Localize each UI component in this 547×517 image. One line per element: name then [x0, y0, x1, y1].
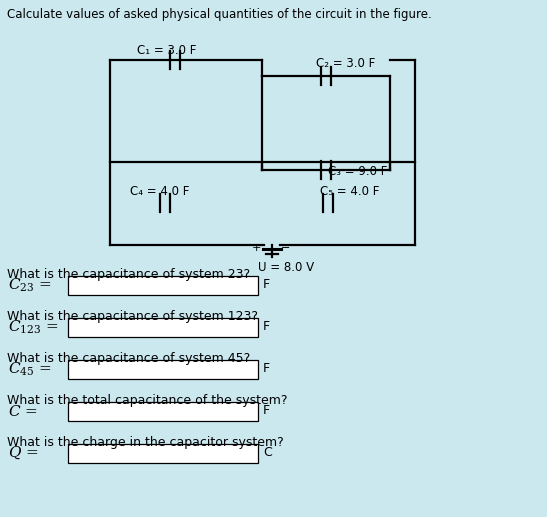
Text: C₄ = 4.0 F: C₄ = 4.0 F [130, 185, 189, 198]
Text: $C$ =: $C$ = [8, 403, 38, 418]
Bar [68, 444, 258, 463]
Text: $Q$ =: $Q$ = [8, 445, 38, 461]
Text: F: F [263, 362, 270, 375]
Text: $C_{123}$ =: $C_{123}$ = [8, 318, 59, 336]
Bar [68, 317, 258, 337]
Text: +: + [251, 243, 261, 253]
Text: What is the capacitance of system 23?: What is the capacitance of system 23? [7, 268, 250, 281]
Text: F: F [263, 404, 270, 418]
Text: What is the capacitance of system 45?: What is the capacitance of system 45? [7, 352, 250, 365]
Text: What is the total capacitance of the system?: What is the total capacitance of the sys… [7, 394, 288, 407]
Text: F: F [263, 279, 270, 292]
Text: U = 8.0 V: U = 8.0 V [258, 261, 314, 274]
Text: C₃ = 9.0 F: C₃ = 9.0 F [328, 165, 387, 178]
Text: $C_{23}$ =: $C_{23}$ = [8, 276, 51, 294]
Bar [68, 276, 258, 295]
Text: C₂ = 3.0 F: C₂ = 3.0 F [316, 57, 375, 70]
Text: C₅ = 4.0 F: C₅ = 4.0 F [320, 185, 380, 198]
Text: $C_{45}$ =: $C_{45}$ = [8, 360, 51, 378]
Text: F: F [263, 321, 270, 333]
Text: C₁ = 3.0 F: C₁ = 3.0 F [137, 44, 196, 57]
Text: What is the charge in the capacitor system?: What is the charge in the capacitor syst… [7, 436, 284, 449]
Text: C: C [263, 447, 272, 460]
Text: Calculate values of asked physical quantities of the circuit in the figure.: Calculate values of asked physical quant… [7, 8, 432, 21]
Bar [68, 402, 258, 420]
Bar [68, 359, 258, 378]
Text: What is the capacitance of system 123?: What is the capacitance of system 123? [7, 310, 258, 323]
Text: −: − [281, 243, 290, 253]
